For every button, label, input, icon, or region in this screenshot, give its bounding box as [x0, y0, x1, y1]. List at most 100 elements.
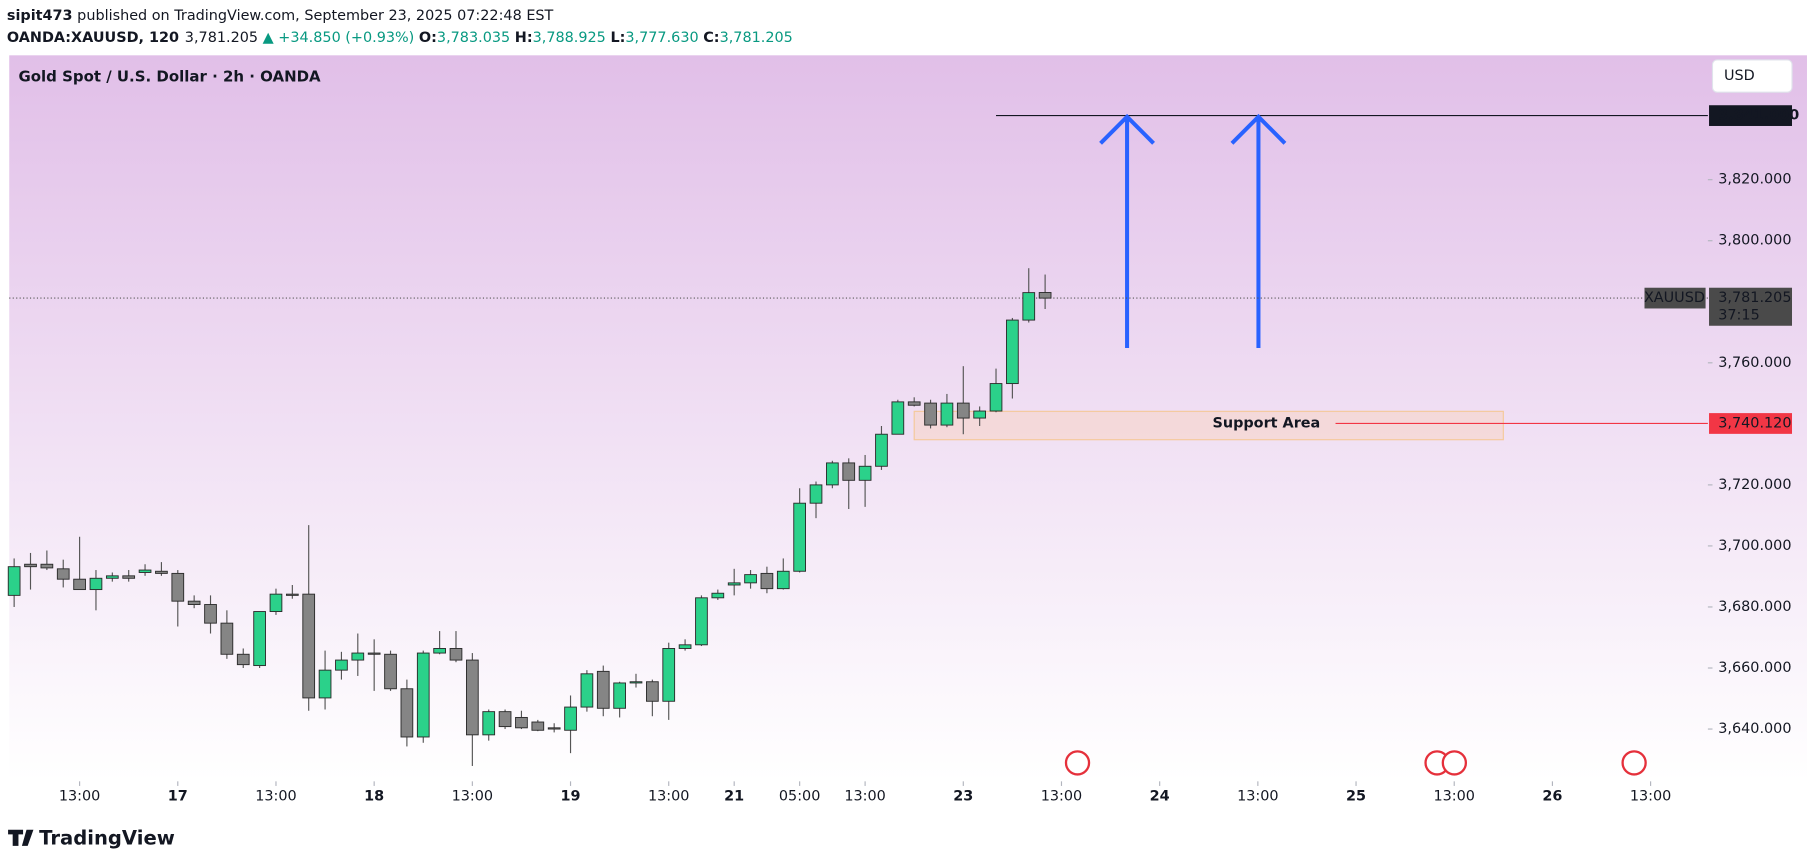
candle-body	[351, 652, 365, 661]
x-tick-label: 23	[953, 788, 973, 804]
candle-body	[498, 711, 512, 728]
ohlc-value: 3,788.925	[533, 30, 606, 46]
x-tick-label: 13:00	[844, 788, 885, 804]
candle-body	[7, 566, 21, 596]
candle-body	[105, 575, 119, 579]
candle-body	[646, 681, 659, 702]
candle-body	[24, 563, 37, 568]
candle-body	[907, 401, 921, 406]
candle-body	[613, 682, 626, 709]
x-tick-label: 17	[168, 788, 188, 804]
y-tick-label: 3,640.000	[1718, 721, 1791, 737]
ohlc-key: O:	[419, 30, 437, 46]
candle-body	[531, 721, 545, 731]
candle-body	[416, 652, 430, 738]
candle-body	[515, 716, 528, 729]
support-tag-label: 3,740.120	[1718, 415, 1791, 431]
support-zone	[913, 410, 1504, 441]
arrow	[1099, 113, 1155, 349]
candle-body	[187, 600, 201, 605]
candle-body	[269, 593, 283, 613]
candle-body	[629, 681, 643, 684]
ohlc-key: C:	[703, 30, 719, 46]
support-tag	[1709, 413, 1793, 434]
y-tick-label: 3,680.000	[1718, 599, 1791, 615]
candle-body	[940, 402, 954, 426]
candle-body	[384, 653, 397, 690]
publish-line: sipit473 published on TradingView.com, Se…	[7, 8, 554, 24]
candle-body	[662, 648, 676, 702]
x-tick-label: 13:00	[1237, 788, 1278, 804]
candle-body	[580, 673, 594, 708]
currency-label[interactable]: USD	[1724, 68, 1755, 84]
candle-body	[482, 711, 496, 736]
candle-body	[56, 568, 70, 580]
candle-body	[171, 572, 185, 602]
logo-icon	[8, 829, 34, 846]
candle-body	[744, 574, 757, 584]
candle-body	[400, 688, 414, 738]
last-price-tag-label: 3,781.205	[1718, 290, 1791, 306]
candle-body	[122, 575, 136, 579]
candle-body	[989, 383, 1003, 412]
candle-body	[793, 502, 806, 572]
candle-body	[73, 578, 86, 591]
candle-body	[858, 465, 872, 481]
candle-body	[367, 652, 381, 655]
candle-body	[204, 604, 217, 624]
candle-body	[924, 402, 937, 426]
candle-body	[1022, 292, 1036, 321]
x-tick-label: 13:00	[452, 788, 493, 804]
candle-body	[695, 597, 708, 646]
change: ▲ +34.850 (+0.93%)	[263, 30, 415, 46]
candle-body	[727, 582, 741, 586]
candle-body	[155, 570, 168, 574]
candle-body	[253, 611, 266, 667]
candle-body	[285, 593, 299, 596]
candle-body	[547, 727, 561, 730]
x-tick-label: 19	[561, 788, 581, 804]
published: published on TradingView.com, September …	[77, 8, 553, 24]
chart-background	[9, 55, 1807, 782]
y-tick-label: 3,760.000	[1718, 355, 1791, 371]
candle-body	[89, 577, 103, 591]
x-tick-label: 05:00	[779, 788, 820, 804]
candle-body	[711, 592, 725, 599]
candle-body	[760, 572, 774, 590]
candle-body	[302, 593, 316, 699]
arrow	[1230, 113, 1287, 349]
countdown: 37:15	[1718, 307, 1759, 323]
ohlc-value: 3,777.630	[625, 30, 698, 46]
last-price-name: XAUUSD	[1644, 290, 1705, 306]
chart-title: Gold Spot / U.S. Dollar · 2h · OANDA	[18, 68, 321, 86]
x-tick-label: 13:00	[1041, 788, 1082, 804]
last-price-name-box	[1644, 287, 1706, 309]
candle-body	[842, 462, 856, 481]
x-tick-label: 13:00	[59, 788, 100, 804]
candle-body	[1006, 319, 1019, 385]
y-tick-label: 3,660.000	[1718, 660, 1791, 676]
candle-body	[809, 484, 823, 504]
price: 3,781.205	[185, 30, 258, 46]
y-tick-label: 3,720.000	[1718, 477, 1791, 493]
candle-body	[465, 659, 479, 736]
currency-button[interactable]	[1711, 59, 1793, 93]
candle-body	[335, 659, 348, 671]
chart: 3,640.000 3,660.000 3,680.000 3,700.000 3,72…	[7, 105, 1799, 804]
symbol-line: OANDA:XAUUSD, 120 3,781.205 ▲ +34.850 (+0.…	[7, 30, 793, 46]
x-tick-label: 24	[1150, 788, 1170, 804]
x-tick-label: 18	[364, 788, 384, 804]
candle-body	[1038, 292, 1052, 299]
candle-body	[678, 644, 692, 649]
symbol: OANDA:XAUUSD, 120	[7, 30, 179, 46]
x-tick-label: 13:00	[255, 788, 296, 804]
candle-body	[40, 563, 54, 569]
x-tick-label: 13:00	[648, 788, 689, 804]
candle-body	[973, 410, 987, 419]
candle-body	[138, 569, 152, 573]
x-tick-label: 13:00	[1630, 788, 1671, 804]
candle-body	[891, 401, 905, 435]
y-tick-label: 3,820.000	[1718, 172, 1791, 188]
ohlc-key: H:	[515, 30, 533, 46]
